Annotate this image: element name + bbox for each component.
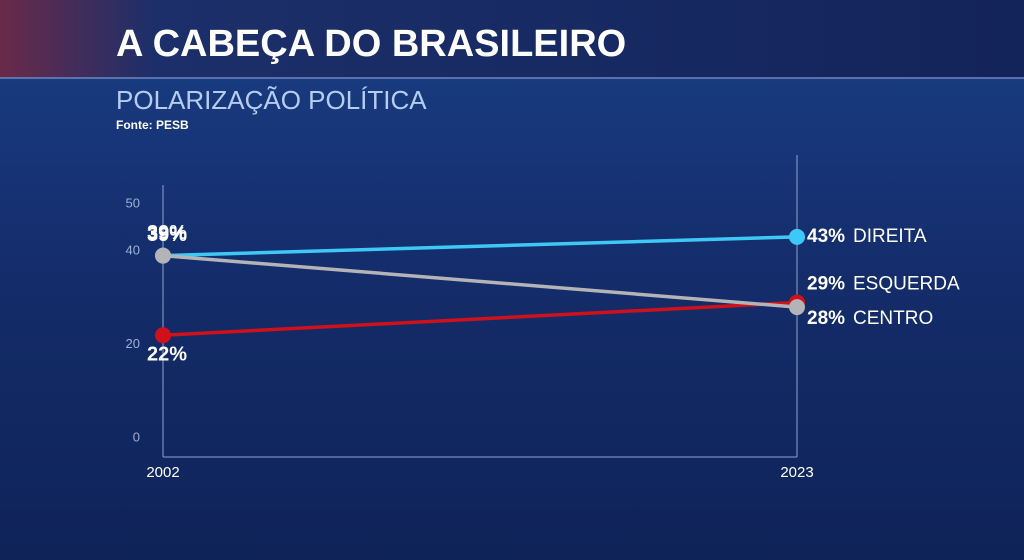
chart-subtitle: POLARIZAÇÃO POLÍTICA bbox=[116, 85, 427, 115]
chart-title: A CABEÇA DO BRASILEIRO bbox=[116, 23, 626, 65]
data-point bbox=[789, 299, 805, 316]
y-tick-label: 0 bbox=[133, 430, 140, 445]
data-point bbox=[155, 327, 171, 344]
data-point bbox=[155, 247, 171, 264]
x-tick-label: 2023 bbox=[780, 464, 813, 481]
value-label: 39% bbox=[147, 222, 187, 244]
series-name: ESQUERDA bbox=[853, 273, 960, 294]
value-label: 43% bbox=[807, 226, 845, 247]
data-point bbox=[789, 228, 805, 245]
value-label: 22% bbox=[147, 344, 187, 366]
y-tick-label: 50 bbox=[126, 196, 140, 211]
series-line bbox=[162, 235, 798, 258]
value-label: 28% bbox=[807, 308, 845, 329]
value-label: 39% bbox=[147, 224, 187, 246]
value-label: 29% bbox=[807, 273, 845, 294]
x-tick-label: 2002 bbox=[146, 464, 179, 481]
series-name: CENTRO bbox=[853, 308, 933, 329]
series-line bbox=[162, 300, 798, 337]
header-band bbox=[0, 0, 1024, 78]
source-note: Fonte: PESB bbox=[116, 118, 189, 132]
series-name: DIREITA bbox=[853, 226, 927, 247]
y-tick-label: 40 bbox=[126, 242, 140, 257]
series-line bbox=[162, 253, 798, 309]
y-tick-label: 20 bbox=[126, 336, 140, 351]
